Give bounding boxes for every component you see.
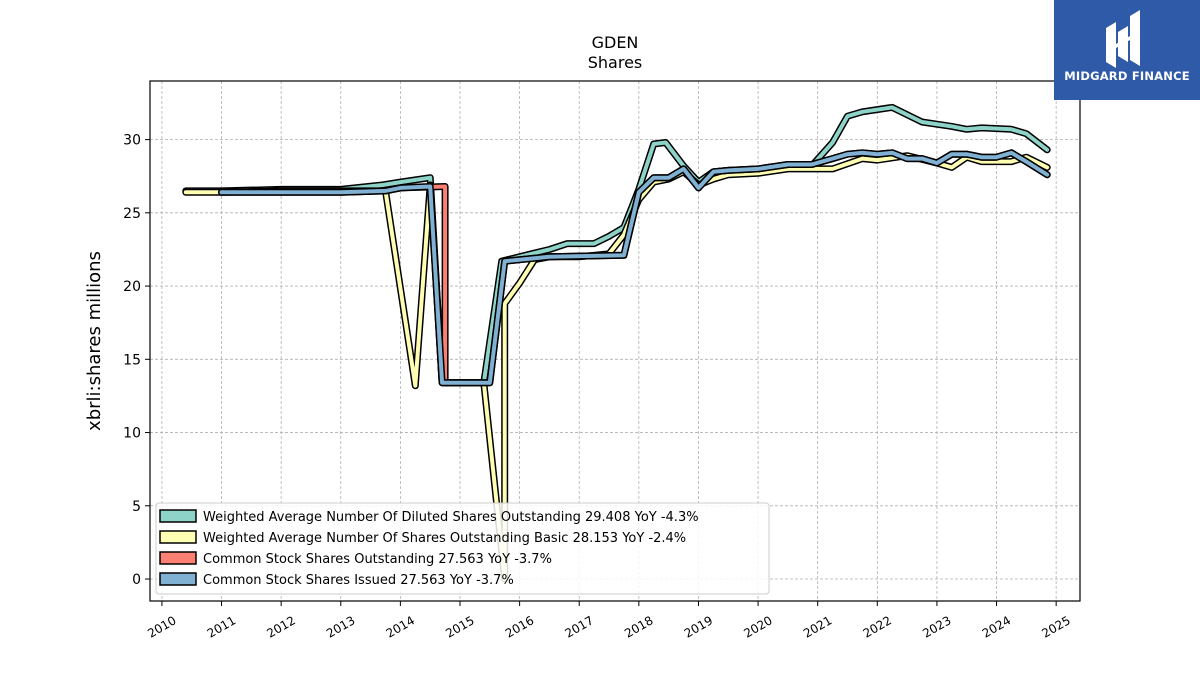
legend: Weighted Average Number Of Diluted Share… — [155, 502, 770, 595]
x-tick-label: 2022 — [861, 613, 894, 640]
y-tick-label: 20 — [123, 279, 141, 295]
legend-swatch — [159, 572, 197, 586]
legend-label: Common Stock Shares Issued 27.563 YoY -3… — [203, 573, 514, 588]
y-tick-label: 0 — [132, 572, 141, 588]
y-axis-label: xbrli:shares millions — [84, 251, 105, 431]
y-tick-label: 5 — [132, 499, 141, 515]
legend-swatch — [159, 530, 197, 544]
chart-title: GDEN — [592, 33, 639, 52]
x-tick-label: 2018 — [622, 613, 655, 640]
x-tick-label: 2016 — [503, 613, 536, 640]
y-tick-label: 30 — [123, 133, 141, 149]
legend-swatch — [159, 509, 197, 523]
legend-label: Weighted Average Number Of Diluted Share… — [203, 510, 699, 525]
chart-subtitle: Shares — [588, 53, 643, 72]
x-tick-label: 2024 — [980, 613, 1013, 640]
x-tick-label: 2014 — [384, 613, 417, 640]
legend-box — [155, 502, 770, 595]
x-tick-label: 2025 — [1039, 613, 1072, 640]
y-tick-label: 10 — [123, 426, 141, 442]
x-tick-label: 2015 — [443, 613, 476, 640]
legend-label: Weighted Average Number Of Shares Outsta… — [203, 531, 686, 546]
series-line-3 — [219, 150, 1050, 385]
x-tick-label: 2011 — [205, 613, 238, 640]
x-tick-label: 2010 — [145, 613, 178, 640]
x-tick-label: 2019 — [682, 613, 715, 640]
plot-frame — [149, 80, 1081, 602]
x-tick-label: 2021 — [801, 613, 834, 640]
series-line-0 — [183, 105, 1050, 385]
brand-logo: MIDGARD FINANCE — [1054, 0, 1200, 100]
y-tick-label: 25 — [123, 206, 141, 222]
chart-series — [182, 103, 1051, 583]
x-tick-label: 2012 — [264, 613, 297, 640]
midgard-logo-icon — [1106, 10, 1140, 68]
x-tick-label: 2020 — [741, 613, 774, 640]
y-tick-label: 15 — [123, 352, 141, 368]
x-tick-label: 2017 — [563, 613, 596, 640]
x-tick-label: 2013 — [324, 613, 357, 640]
legend-swatch — [159, 551, 197, 565]
x-tick-label: 2023 — [920, 613, 953, 640]
logo-text: MIDGARD FINANCE — [1064, 69, 1190, 83]
legend-label: Common Stock Shares Outstanding 27.563 Y… — [203, 552, 552, 567]
